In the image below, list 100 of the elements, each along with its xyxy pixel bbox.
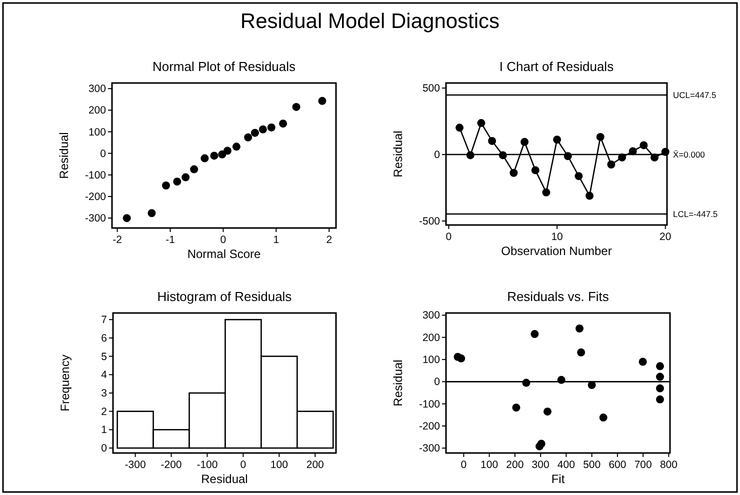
- point: [258, 125, 267, 134]
- y-axis-title: Residual: [391, 360, 405, 406]
- point: [656, 362, 664, 370]
- point: [586, 192, 594, 200]
- point: [574, 172, 583, 180]
- x-tick-label: 800: [660, 459, 678, 471]
- x-tick-label: 0: [240, 459, 246, 471]
- y-tick-label: 300: [422, 310, 440, 322]
- chart-title: Normal Plot of Residuals: [152, 59, 296, 74]
- chart-title: Histogram of Residuals: [157, 289, 292, 304]
- point: [543, 408, 552, 416]
- x-tick-label: -100: [196, 459, 218, 471]
- y-tick-label: 4: [101, 369, 108, 382]
- ref-line-label: LCL=-447.5: [673, 209, 718, 220]
- point: [522, 378, 530, 387]
- x-tick-label: 0: [220, 234, 226, 246]
- x-tick-label: 20: [660, 231, 672, 243]
- point: [250, 128, 259, 137]
- point: [520, 138, 529, 146]
- x-tick-label: 0: [460, 459, 467, 471]
- point: [599, 414, 608, 422]
- point: [542, 188, 550, 196]
- x-tick-label: 300: [532, 459, 550, 471]
- point: [318, 96, 326, 105]
- point: [661, 148, 670, 156]
- y-axis-title: Frequency: [58, 354, 72, 412]
- point: [510, 168, 518, 177]
- x-tick-label: 400: [557, 459, 576, 471]
- x-axis-title: Observation Number: [501, 244, 612, 258]
- x-tick-label: -1: [166, 234, 176, 246]
- y-tick-label: 1: [101, 424, 108, 436]
- y-tick-label: 5: [101, 350, 108, 363]
- point: [564, 152, 572, 160]
- x-tick-label: 500: [583, 459, 601, 471]
- point: [210, 152, 218, 160]
- chart-title: Residuals vs. Fits: [507, 289, 610, 304]
- point: [267, 123, 276, 132]
- point: [292, 102, 300, 111]
- y-tick-label: 500: [422, 82, 440, 95]
- x-tick-label: -200: [160, 459, 182, 471]
- x-tick-label: 1: [273, 234, 280, 246]
- x-tick-label: 600: [608, 459, 626, 471]
- point: [577, 348, 586, 356]
- point: [576, 324, 584, 333]
- point: [457, 354, 466, 362]
- ref-line-label: UCL=447.5: [673, 90, 717, 100]
- y-tick-label: 3: [101, 388, 108, 400]
- y-tick-label: 6: [101, 332, 108, 344]
- point: [557, 376, 566, 384]
- y-tick-label: 300: [88, 83, 106, 96]
- point: [477, 119, 486, 128]
- x-tick-label: 700: [634, 459, 652, 471]
- x-axis-title: Residual: [201, 472, 248, 486]
- point: [656, 384, 664, 392]
- x-tick-label: 100: [270, 459, 288, 471]
- y-axis-title: Residual: [391, 130, 405, 178]
- point: [200, 154, 209, 162]
- x-axis-title: Fit: [551, 472, 566, 486]
- point: [638, 358, 647, 366]
- y-tick-label: 200: [422, 332, 440, 344]
- y-tick-label: -100: [84, 169, 106, 182]
- point: [537, 440, 546, 448]
- x-tick-label: 10: [551, 231, 564, 243]
- y-tick-label: -200: [418, 420, 440, 432]
- point: [618, 153, 626, 162]
- x-tick-label: -2: [112, 234, 122, 246]
- x-tick-label: 100: [480, 459, 498, 471]
- y-tick-label: -300: [418, 442, 440, 455]
- point: [232, 142, 240, 151]
- point: [148, 209, 156, 218]
- x-axis-title: Normal Score: [187, 247, 261, 261]
- point: [122, 214, 131, 222]
- point: [607, 160, 616, 169]
- point: [190, 165, 198, 174]
- y-tick-label: -500: [418, 216, 440, 228]
- point: [456, 124, 464, 132]
- point: [530, 330, 539, 338]
- x-tick-label: 200: [306, 459, 324, 471]
- y-axis-title: Residual: [57, 132, 71, 179]
- point: [466, 151, 474, 160]
- x-tick-label: 2: [326, 234, 332, 246]
- y-tick-label: 7: [101, 314, 108, 326]
- point: [182, 173, 190, 182]
- y-tick-label: 2: [101, 406, 108, 418]
- point: [498, 151, 507, 160]
- y-tick-label: 0: [100, 148, 106, 160]
- point: [223, 146, 232, 155]
- x-tick-label: -300: [124, 459, 146, 471]
- point: [512, 404, 520, 412]
- y-tick-label: 0: [434, 149, 440, 162]
- x-tick-label: 200: [506, 459, 524, 471]
- y-tick-label: 200: [88, 104, 106, 117]
- text: Residual Model Diagnostics: [240, 10, 500, 33]
- y-tick-label: -100: [418, 398, 440, 410]
- point: [244, 133, 252, 142]
- point: [488, 136, 496, 145]
- point: [553, 136, 562, 144]
- y-tick-label: -200: [84, 190, 106, 203]
- point: [628, 147, 637, 156]
- y-tick-label: 100: [88, 126, 106, 138]
